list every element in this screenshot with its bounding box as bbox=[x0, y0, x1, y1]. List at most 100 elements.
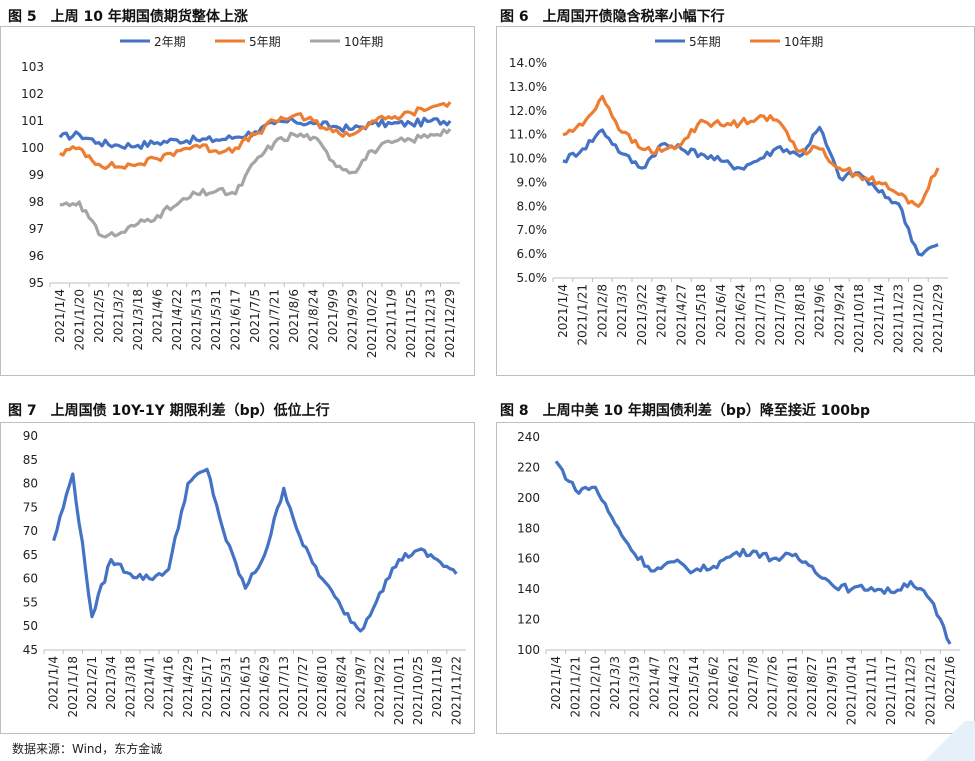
y-tick-label: 140 bbox=[517, 582, 540, 596]
y-tick-label: 14.0% bbox=[509, 56, 547, 70]
chart-title-4: 图 8 上周中美 10 年期国债利差（bp）降至接近 100bp bbox=[500, 403, 871, 419]
x-tick-label: 2021/5/17 bbox=[200, 656, 214, 718]
legend-label: 10年期 bbox=[784, 35, 823, 49]
x-tick-label: 2021/8/27 bbox=[805, 656, 819, 718]
x-tick-label: 2021/4/29 bbox=[181, 656, 195, 718]
x-tick-label: 2021/11/25 bbox=[404, 289, 418, 358]
x-tick-label: 2021/1/20 bbox=[72, 289, 86, 351]
x-tick-label: 2021/7/5 bbox=[248, 289, 262, 343]
x-tick-label: 2021/4/23 bbox=[667, 656, 681, 718]
y-tick-label: 50 bbox=[23, 619, 38, 633]
y-tick-label: 11.0% bbox=[509, 128, 547, 142]
x-tick-label: 2021/10/18 bbox=[852, 284, 866, 353]
x-tick-label: 2021/3/3 bbox=[608, 656, 622, 710]
x-tick-label: 2021/5/31 bbox=[209, 289, 223, 351]
x-tick-label: 2021/1/21 bbox=[569, 656, 583, 718]
x-tick-label: 2021/6/15 bbox=[238, 656, 252, 718]
y-tick-label: 97 bbox=[29, 222, 44, 236]
x-tick-label: 2021/2/8 bbox=[595, 284, 609, 338]
x-tick-label: 2021/9/7 bbox=[354, 656, 368, 710]
x-tick-label: 2021/7/26 bbox=[766, 656, 780, 718]
legend-label: 5年期 bbox=[689, 35, 721, 49]
x-tick-label: 2021/4/27 bbox=[674, 284, 688, 346]
series-line-1 bbox=[562, 125, 939, 257]
y-tick-label: 101 bbox=[21, 114, 44, 128]
x-tick-label: 2021/6/29 bbox=[258, 656, 272, 718]
y-tick-label: 200 bbox=[517, 491, 540, 505]
x-tick-label: 2021/8/24 bbox=[307, 289, 321, 351]
y-tick-label: 120 bbox=[517, 613, 540, 627]
series-line-3 bbox=[59, 128, 452, 239]
x-tick-label: 2021/12/13 bbox=[424, 289, 438, 358]
y-tick-label: 240 bbox=[517, 430, 540, 444]
x-tick-label: 2021/5/14 bbox=[687, 656, 701, 718]
y-tick-label: 9.0% bbox=[517, 175, 548, 189]
y-tick-label: 80 bbox=[23, 477, 38, 491]
x-tick-label: 2021/4/7 bbox=[647, 656, 661, 710]
y-tick-label: 75 bbox=[23, 500, 38, 514]
y-tick-label: 95 bbox=[29, 276, 44, 290]
y-tick-label: 180 bbox=[517, 521, 540, 535]
x-tick-label: 2021/8/6 bbox=[287, 289, 301, 343]
x-tick-label: 2021/12/29 bbox=[443, 289, 457, 358]
x-tick-label: 2021/8/18 bbox=[793, 284, 807, 346]
x-tick-label: 2021/12/10 bbox=[911, 284, 925, 353]
x-tick-label: 2021/10/25 bbox=[411, 656, 425, 725]
x-tick-label: 2021/8/11 bbox=[785, 656, 799, 718]
x-tick-label: 2021/10/11 bbox=[392, 656, 406, 725]
x-tick-label: 2021/4/16 bbox=[162, 656, 176, 718]
x-tick-label: 2021/11/4 bbox=[872, 284, 886, 346]
series-line-2 bbox=[59, 101, 452, 171]
y-tick-label: 13.0% bbox=[509, 80, 547, 94]
data-source-note: 数据来源：Wind，东方金诚 bbox=[12, 742, 163, 756]
x-tick-label: 2021/6/24 bbox=[734, 284, 748, 346]
x-tick-label: 2021/1/21 bbox=[576, 284, 590, 346]
x-tick-label: 2021/6/21 bbox=[726, 656, 740, 718]
x-tick-label: 2021/1/4 bbox=[556, 284, 570, 338]
x-tick-label: 2021/3/3 bbox=[615, 284, 629, 338]
x-tick-label: 2021/10/14 bbox=[845, 656, 859, 725]
y-tick-label: 55 bbox=[23, 595, 38, 609]
y-tick-label: 8.0% bbox=[517, 199, 548, 213]
series-line-2 bbox=[562, 94, 940, 208]
x-tick-label: 2021/8/10 bbox=[315, 656, 329, 718]
x-tick-label: 2021/6/4 bbox=[714, 284, 728, 338]
y-tick-label: 100 bbox=[517, 643, 540, 657]
x-tick-label: 2021/11/1 bbox=[864, 656, 878, 718]
x-tick-label: 2021/1/18 bbox=[66, 656, 80, 718]
x-tick-label: 2021/3/22 bbox=[635, 284, 649, 346]
x-tick-label: 2021/8/24 bbox=[334, 656, 348, 718]
x-tick-label: 2021/4/1 bbox=[143, 656, 157, 710]
chart-title-3: 图 7 上周国债 10Y-1Y 期限利差（bp）低位上行 bbox=[8, 403, 330, 419]
x-tick-label: 2021/1/4 bbox=[47, 656, 61, 710]
legend-label: 2年期 bbox=[154, 35, 186, 49]
y-tick-label: 60 bbox=[23, 572, 38, 586]
chart-frame-1 bbox=[0, 26, 475, 376]
x-tick-label: 2021/7/13 bbox=[277, 656, 291, 718]
x-tick-label: 2022/1/6 bbox=[943, 656, 957, 710]
x-tick-label: 2021/5/31 bbox=[219, 656, 233, 718]
y-tick-label: 160 bbox=[517, 552, 540, 566]
x-tick-label: 2021/12/3 bbox=[904, 656, 918, 718]
legend-label: 5年期 bbox=[249, 35, 281, 49]
x-tick-label: 2021/6/17 bbox=[228, 289, 242, 351]
y-tick-label: 103 bbox=[21, 60, 44, 74]
y-tick-label: 12.0% bbox=[509, 104, 547, 118]
x-tick-label: 2021/2/1 bbox=[85, 656, 99, 710]
y-tick-label: 6.0% bbox=[517, 247, 548, 261]
x-tick-label: 2021/3/18 bbox=[131, 289, 145, 351]
x-tick-label: 2021/3/2 bbox=[111, 289, 125, 343]
y-tick-label: 102 bbox=[21, 87, 44, 101]
chart-frame-3 bbox=[0, 422, 475, 734]
x-tick-label: 2021/9/9 bbox=[326, 289, 340, 343]
x-tick-label: 2021/9/29 bbox=[346, 289, 360, 351]
x-tick-label: 2021/7/27 bbox=[296, 656, 310, 718]
legend-label: 10年期 bbox=[344, 35, 383, 49]
x-tick-label: 2021/2/5 bbox=[92, 289, 106, 343]
x-tick-label: 2021/11/9 bbox=[385, 289, 399, 351]
x-tick-label: 2021/3/4 bbox=[104, 656, 118, 710]
y-tick-label: 98 bbox=[29, 195, 44, 209]
x-tick-label: 2021/7/13 bbox=[753, 284, 767, 346]
